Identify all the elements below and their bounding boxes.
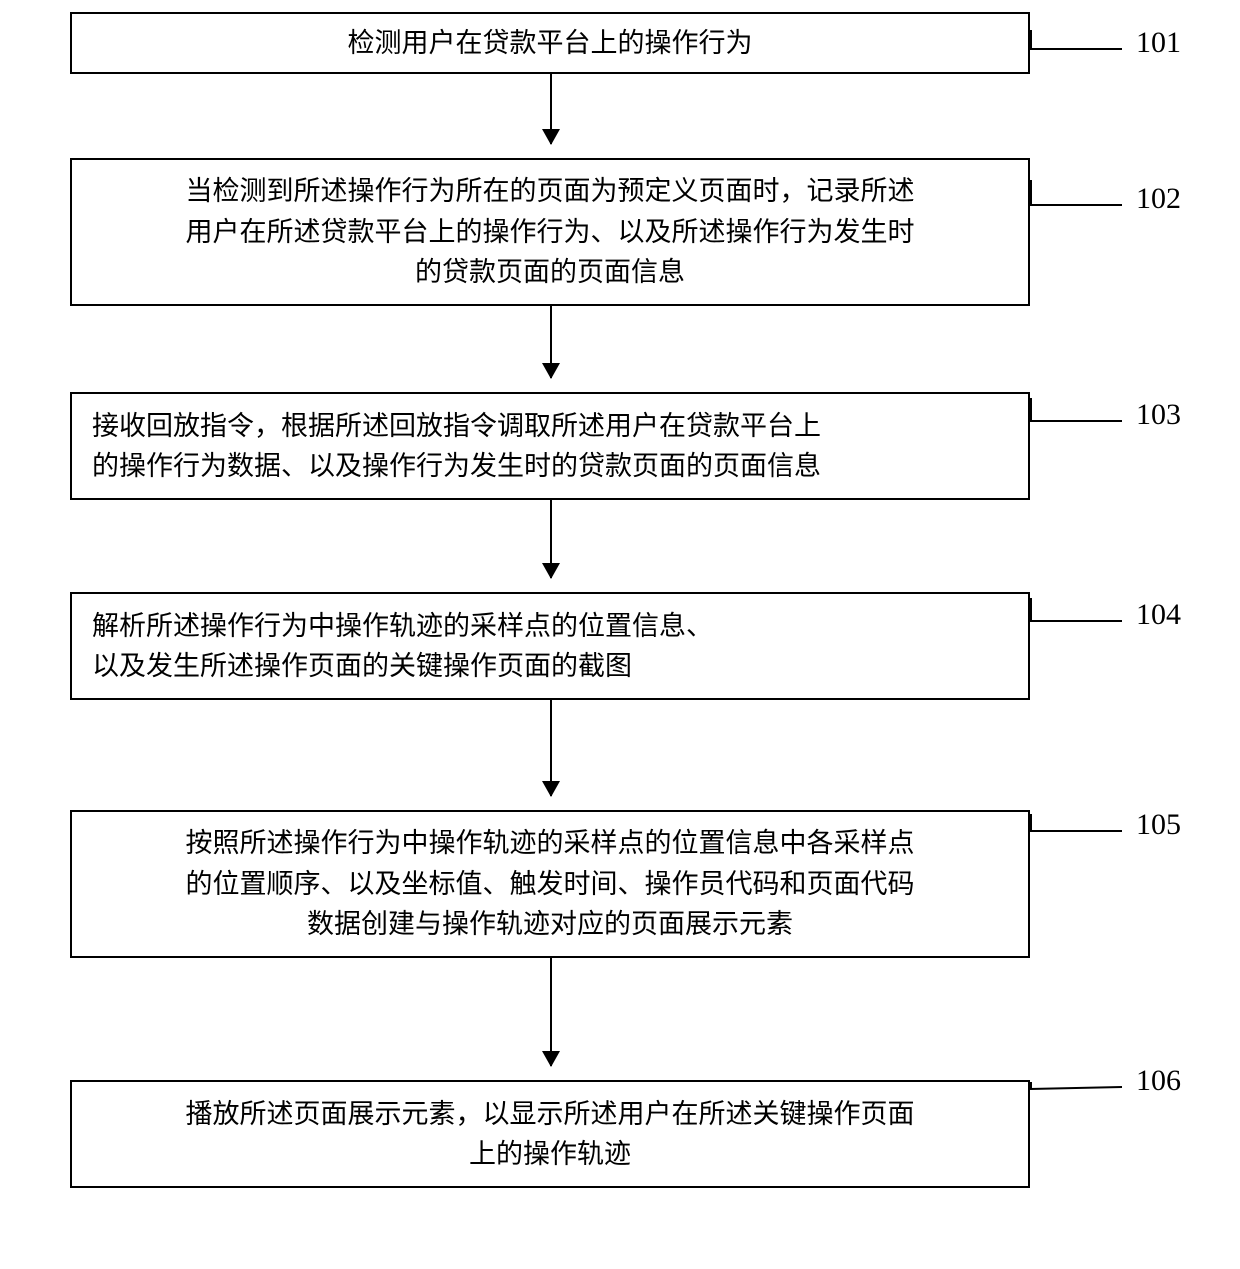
flow-node-n104: 解析所述操作行为中操作轨迹的采样点的位置信息、 以及发生所述操作页面的关键操作页… [70, 592, 1030, 700]
flowchart-container: 检测用户在贷款平台上的操作行为 101 当检测到所述操作行为所在的页面为预定义页面时… [0, 0, 1240, 1269]
flow-node-n106: 播放所述页面展示元素，以显示所述用户在所述关键操作页面 上的操作轨迹 [70, 1080, 1030, 1188]
flow-arrow [550, 958, 552, 1066]
flow-arrow [550, 500, 552, 578]
flow-node-text: 解析所述操作行为中操作轨迹的采样点的位置信息、 以及发生所述操作页面的关键操作页… [92, 606, 1008, 687]
flow-node-text: 播放所述页面展示元素，以显示所述用户在所述关键操作页面 上的操作轨迹 [186, 1094, 915, 1175]
label-leader-tick [1030, 180, 1032, 204]
flow-node-n103: 接收回放指令，根据所述回放指令调取所述用户在贷款平台上 的操作行为数据、以及操作… [70, 392, 1030, 500]
label-leader-tick [1030, 598, 1032, 620]
label-leader-line [1030, 620, 1122, 622]
label-leader-line [1030, 420, 1122, 422]
flow-node-label: 104 [1136, 598, 1181, 632]
flow-node-label: 103 [1136, 398, 1181, 432]
flow-node-text: 接收回放指令，根据所述回放指令调取所述用户在贷款平台上 的操作行为数据、以及操作… [92, 406, 1008, 487]
label-leader-tick [1030, 814, 1032, 830]
flow-node-text: 检测用户在贷款平台上的操作行为 [348, 23, 753, 64]
flow-node-text: 按照所述操作行为中操作轨迹的采样点的位置信息中各采样点 的位置顺序、以及坐标值、… [186, 823, 915, 945]
label-leader-line [1030, 48, 1122, 50]
flow-node-label: 106 [1136, 1064, 1181, 1098]
label-leader-line [1030, 830, 1122, 832]
flow-arrow [550, 306, 552, 378]
label-leader-tick [1030, 30, 1032, 48]
flow-node-label: 105 [1136, 808, 1181, 842]
flow-arrow [550, 700, 552, 796]
label-leader-tick [1030, 398, 1032, 420]
flow-node-n105: 按照所述操作行为中操作轨迹的采样点的位置信息中各采样点 的位置顺序、以及坐标值、… [70, 810, 1030, 958]
flow-arrow [550, 74, 552, 144]
label-leader-line [1030, 1086, 1122, 1090]
flow-node-label: 101 [1136, 26, 1181, 60]
flow-node-text: 当检测到所述操作行为所在的页面为预定义页面时，记录所述 用户在所述贷款平台上的操… [186, 171, 915, 293]
flow-node-n101: 检测用户在贷款平台上的操作行为 [70, 12, 1030, 74]
flow-node-label: 102 [1136, 182, 1181, 216]
flow-node-n102: 当检测到所述操作行为所在的页面为预定义页面时，记录所述 用户在所述贷款平台上的操… [70, 158, 1030, 306]
label-leader-line [1030, 204, 1122, 206]
